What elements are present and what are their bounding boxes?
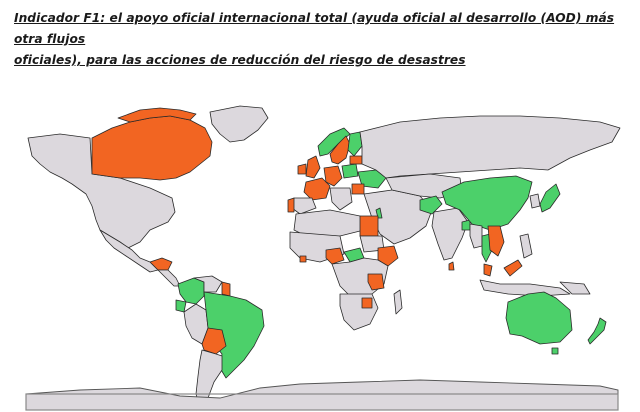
country-new-zealand [587, 317, 607, 345]
country-myanmar [469, 223, 483, 249]
country-lithuania [349, 155, 363, 165]
title-line-1: Indicador F1: el apoyo oficial internaci… [14, 11, 615, 46]
country-venezuela [193, 275, 223, 293]
country-egypt [359, 215, 379, 237]
country-tanzania [367, 273, 385, 291]
country-canada-arctic [117, 107, 197, 123]
country-afghanistan [419, 195, 443, 215]
country-nigeria [325, 247, 345, 265]
antarctica [25, 379, 619, 411]
country-philippines [519, 233, 533, 259]
country-zimbabwe [361, 297, 373, 309]
country-central-america [157, 269, 181, 287]
country-canada [91, 115, 213, 181]
country-papua-new-guinea [559, 281, 591, 295]
country-japan [539, 183, 561, 213]
world-map-svg [25, 105, 621, 411]
title-line-2: oficiales), para las acciones de reducci… [14, 53, 466, 67]
country-guyana [221, 281, 231, 297]
country-australia [505, 291, 573, 345]
country-uk [305, 155, 321, 179]
map-frame [25, 393, 619, 411]
country-sweden [329, 135, 351, 165]
country-russia [359, 115, 621, 179]
country-spain [291, 197, 317, 215]
country-ethiopia [377, 245, 399, 267]
country-poland [341, 163, 359, 179]
country-portugal [287, 197, 295, 213]
country-madagascar [393, 289, 403, 315]
country-tasmania [551, 347, 559, 355]
country-finland [347, 131, 363, 157]
country-sierra-leone [299, 255, 307, 263]
country-cambodia-vietnam [487, 225, 505, 257]
country-greenland [209, 105, 269, 143]
country-malaysia [483, 259, 523, 277]
country-india [431, 207, 469, 261]
country-israel [375, 207, 383, 219]
country-guatemala-honduras [149, 257, 173, 271]
country-ireland [297, 163, 307, 175]
country-balkans-italy [329, 187, 353, 211]
country-colombia [177, 277, 205, 305]
country-north-africa [293, 209, 365, 239]
country-bangladesh [461, 219, 471, 231]
country-germany [323, 165, 343, 187]
country-mexico [99, 229, 159, 273]
country-romania [351, 183, 365, 195]
country-china [441, 175, 533, 231]
country-ecuador [175, 299, 187, 313]
map-title: Indicador F1: el apoyo oficial internaci… [14, 8, 630, 71]
country-indonesia [479, 279, 571, 297]
world-map [0, 98, 640, 412]
country-sri-lanka [448, 261, 455, 271]
country-france [303, 177, 331, 201]
country-korea [529, 193, 541, 209]
